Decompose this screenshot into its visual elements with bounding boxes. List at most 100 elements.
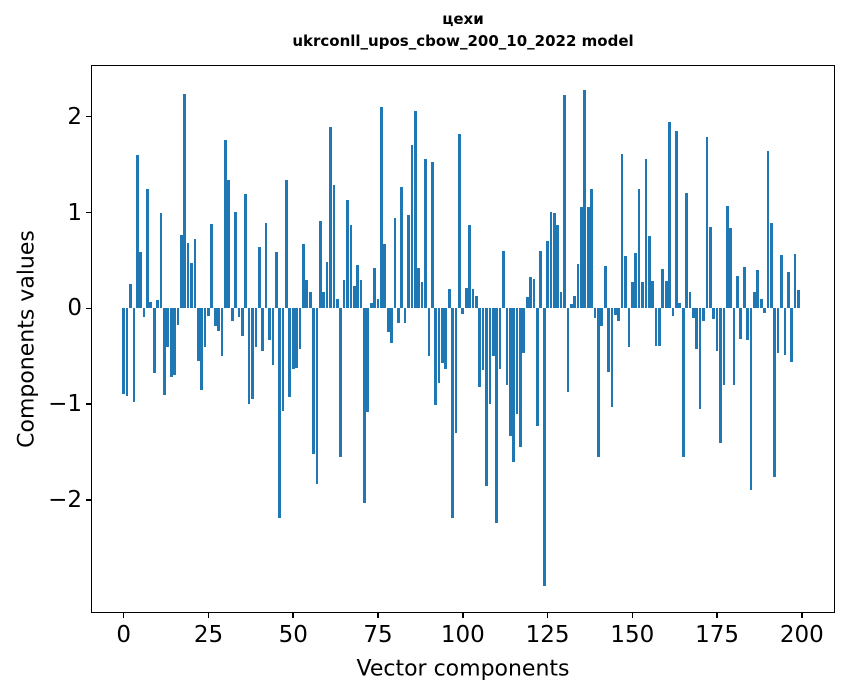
x-tick-label: 75 xyxy=(363,622,393,648)
bar xyxy=(281,308,285,411)
bar xyxy=(593,308,597,318)
bar xyxy=(705,136,709,309)
bar xyxy=(424,158,427,309)
bar xyxy=(176,308,180,325)
bar xyxy=(315,308,319,484)
bar xyxy=(359,279,363,309)
bar xyxy=(773,308,777,477)
bar xyxy=(230,308,234,321)
bar xyxy=(471,289,475,309)
bar xyxy=(668,121,671,309)
bar xyxy=(763,308,766,314)
bar xyxy=(732,308,736,385)
bar xyxy=(637,188,641,309)
bar xyxy=(125,308,129,396)
bar xyxy=(237,308,241,317)
bar xyxy=(373,268,376,309)
bar xyxy=(308,292,312,309)
bar xyxy=(156,299,159,309)
bar xyxy=(200,308,204,390)
x-tick-label: 125 xyxy=(525,622,570,648)
bar xyxy=(325,262,329,309)
bar xyxy=(461,308,465,315)
bar xyxy=(722,308,726,385)
bar xyxy=(586,206,590,309)
x-tick-mark xyxy=(546,613,549,618)
bar xyxy=(776,308,780,354)
bar xyxy=(769,223,773,309)
bar xyxy=(169,308,173,378)
bar xyxy=(786,271,790,309)
x-tick-label: 50 xyxy=(278,622,308,648)
bar xyxy=(759,298,763,309)
bar xyxy=(590,188,593,309)
bar xyxy=(444,308,448,369)
bar xyxy=(797,290,800,309)
bar xyxy=(454,308,458,433)
bar xyxy=(569,303,573,309)
bar xyxy=(319,221,322,309)
bar xyxy=(488,308,492,405)
bar xyxy=(346,200,349,309)
bar xyxy=(193,239,197,309)
bar xyxy=(430,161,434,309)
bars-container xyxy=(91,65,835,613)
bar xyxy=(179,234,183,309)
bar xyxy=(163,308,166,395)
bar xyxy=(244,194,248,309)
bar xyxy=(692,308,695,318)
x-tick-mark xyxy=(801,613,803,618)
y-tick-label: 2 xyxy=(67,103,82,130)
bar xyxy=(749,308,753,491)
bar xyxy=(349,224,353,309)
bar xyxy=(539,250,543,309)
bar xyxy=(363,308,366,503)
x-tick-mark xyxy=(462,613,464,618)
bar xyxy=(207,308,210,316)
bar xyxy=(522,308,526,354)
bar xyxy=(634,252,638,309)
bar xyxy=(698,308,702,409)
bar xyxy=(708,226,712,309)
bar xyxy=(644,158,648,309)
x-tick-label: 100 xyxy=(440,622,485,648)
bar xyxy=(529,276,532,309)
bar xyxy=(241,308,244,337)
bar xyxy=(566,308,570,392)
bar xyxy=(146,188,149,309)
bar xyxy=(210,224,214,309)
bar xyxy=(559,292,563,309)
bar xyxy=(508,308,512,436)
bar xyxy=(641,281,644,309)
bar xyxy=(658,308,661,346)
bar xyxy=(122,308,126,394)
bar xyxy=(502,250,505,309)
y-tick-mark xyxy=(86,499,91,501)
bar xyxy=(312,308,315,454)
bar xyxy=(468,224,471,309)
bar xyxy=(434,308,437,406)
bar xyxy=(678,302,682,309)
bar xyxy=(685,193,688,309)
bar xyxy=(390,308,393,343)
bar xyxy=(268,308,271,340)
bar xyxy=(298,308,302,349)
bar xyxy=(288,308,292,398)
bar xyxy=(600,308,604,326)
bar xyxy=(681,308,685,457)
bar xyxy=(654,308,658,346)
bar xyxy=(627,308,631,347)
bar xyxy=(597,308,600,457)
bar xyxy=(458,133,461,309)
bar xyxy=(217,308,220,332)
bar xyxy=(417,268,421,309)
bar xyxy=(329,127,332,309)
bar xyxy=(285,179,288,309)
bar xyxy=(393,218,397,309)
bar xyxy=(234,211,237,309)
bar xyxy=(556,224,560,309)
bar xyxy=(149,301,153,309)
bar xyxy=(352,286,356,309)
bar xyxy=(481,308,485,370)
bar xyxy=(196,308,200,362)
